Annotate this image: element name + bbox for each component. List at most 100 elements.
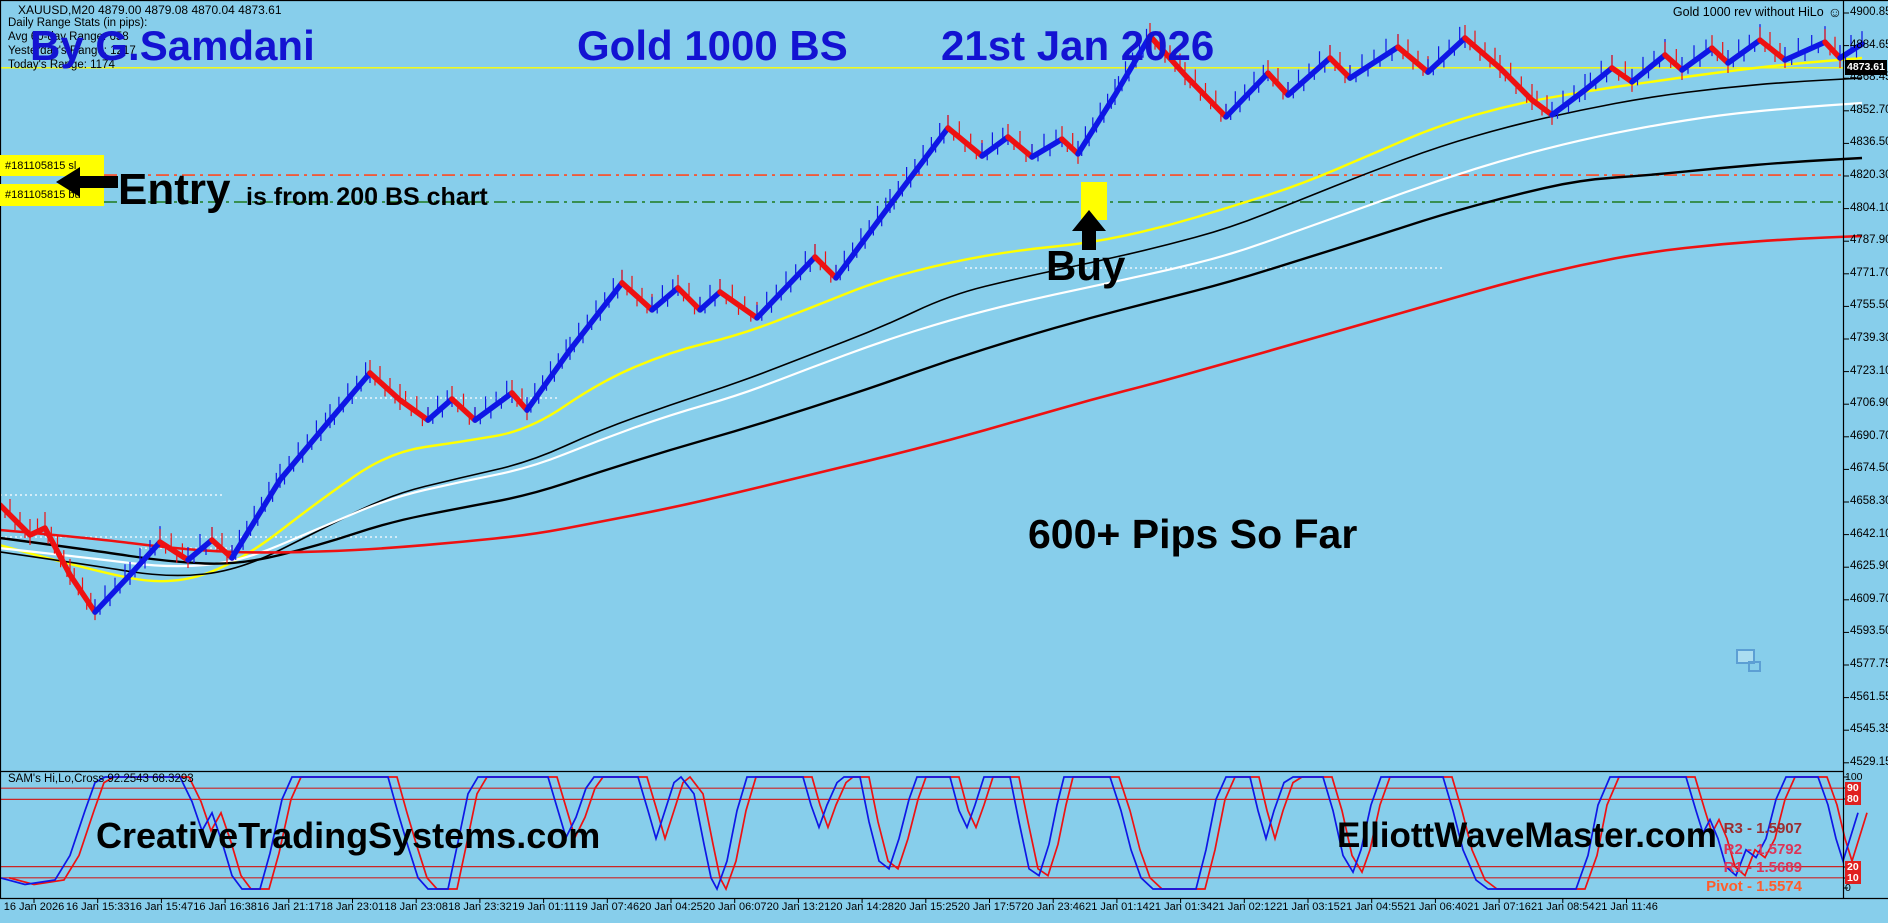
price-trend	[1425, 35, 1468, 75]
price-trend	[1075, 33, 1153, 157]
price-trend	[1147, 33, 1229, 120]
time-tick-label: 21 Jan 08:54	[1530, 901, 1595, 913]
price-trend	[472, 390, 515, 423]
time-tick-label: 16 Jan 15:33	[65, 901, 130, 913]
price-wicks	[1464, 25, 1553, 125]
chart-shift-icon-small[interactable]	[1748, 661, 1761, 672]
price-trend	[754, 254, 818, 321]
price-tick-label: 4658.30	[1850, 495, 1888, 507]
price-wicks	[451, 386, 476, 425]
price-trend	[1029, 136, 1065, 160]
price-wicks	[1611, 55, 1633, 92]
price-tick-label: 4884.65	[1850, 38, 1888, 51]
time-tick-label: 18 Jan 23:32	[448, 901, 512, 913]
price-wicks	[211, 527, 233, 564]
left-arrow-icon	[56, 167, 118, 197]
author-title: By G.Samdani	[30, 22, 315, 69]
stats-line: Today's Range: 1174	[8, 59, 115, 71]
price-tick-label: 4755.50	[1850, 299, 1888, 312]
time-tick-label: 20 Jan 15:25	[893, 901, 958, 913]
price-trend	[697, 289, 723, 313]
indicator-name-label: SAM's Hi,Lo,Cross 92.2543 68.3293	[8, 773, 194, 785]
watermark-left: CreativeTradingSystems.com	[96, 815, 601, 856]
price-wicks	[1664, 42, 1683, 80]
price-tick-label: 4820.30	[1850, 169, 1888, 181]
time-tick-label: 16 Jan 16:38	[193, 901, 257, 913]
time-tick-label: 21 Jan 01:34	[1148, 901, 1213, 913]
price-trend	[425, 396, 455, 423]
price-tick-label: 4690.70	[1850, 429, 1888, 442]
ea-badge: Gold 1000 rev without HiLo ☺	[1673, 5, 1842, 19]
price-tick-label: 4625.90	[1850, 560, 1888, 573]
price-trend	[979, 134, 1011, 159]
price-wicks	[1759, 27, 1786, 68]
indicator-scale-label: 90	[1845, 782, 1861, 794]
ma-black-slow	[0, 156, 1863, 565]
indicator-scale-label: 80	[1845, 793, 1861, 805]
oscillator-red-line	[8, 775, 1868, 892]
ea-name-label: Gold 1000 rev without HiLo	[1672, 5, 1824, 19]
price-trend	[1347, 44, 1401, 81]
time-tick-label: 21 Jan 01:14	[1085, 901, 1149, 913]
pivot-label: R1 - 1.5689	[1723, 859, 1802, 876]
time-tick-label: 20 Jan 04:25	[639, 901, 703, 913]
chart-shift-icon[interactable]	[1736, 649, 1755, 664]
price-wicks	[427, 390, 453, 424]
price-trend	[449, 396, 478, 423]
price-trend	[1725, 37, 1763, 66]
oscillator-blue-line	[0, 775, 1859, 892]
ma-red-slow	[0, 234, 1863, 554]
price-wicks	[947, 115, 983, 160]
smiley-icon: ☺	[1827, 4, 1842, 20]
price-wicks	[1711, 35, 1729, 73]
buy-annotation: Buy	[1046, 242, 1126, 289]
buy-signal-marker	[1081, 182, 1107, 220]
price-wicks	[1397, 34, 1429, 76]
time-tick-label: 21 Jan 07:16	[1467, 901, 1531, 913]
price-trend	[1662, 52, 1685, 73]
entry-annotation: Entry	[118, 165, 231, 214]
price-trend	[1223, 70, 1271, 120]
pivot-label: R2 - 1.5792	[1723, 841, 1802, 858]
price-trend	[209, 537, 235, 561]
time-tick-label: 20 Jan 17:57	[957, 901, 1022, 913]
price-wicks	[1427, 26, 1466, 76]
price-wicks	[1681, 39, 1713, 74]
price-trend	[0, 502, 98, 615]
time-tick-label: 20 Jan 13:21	[766, 901, 831, 913]
pivot-label: Pivot - 1.5574	[1706, 878, 1802, 895]
order-sl-text: #181105815 sl	[5, 159, 77, 172]
price-trend	[229, 370, 373, 561]
time-tick-label: 16 Jan 15:47	[129, 901, 194, 913]
price-tick-label: 4804.10	[1850, 201, 1888, 214]
price-tick-label: 4706.90	[1850, 397, 1888, 410]
price-wicks	[1031, 129, 1063, 162]
system-title: Gold 1000 BS	[577, 22, 848, 69]
price-trend	[1679, 45, 1715, 73]
pips-annotation: 600+ Pips So Far	[1028, 511, 1358, 557]
price-tick-label: 4900.85	[1850, 6, 1888, 18]
price-trend	[1757, 37, 1788, 63]
time-tick-label: 16 Jan 2026	[3, 901, 65, 913]
price-wicks	[621, 269, 653, 314]
indicator-scale-label: 100	[1845, 771, 1863, 783]
entry-annotation-detail: is from 200 BS chart	[246, 183, 488, 211]
time-tick-label: 18 Jan 23:01	[320, 901, 385, 913]
price-wicks	[1839, 31, 1863, 63]
price-wicks	[1329, 45, 1351, 84]
stats-line: Yesterday's Range: 1217	[8, 45, 136, 57]
watermark-right: ElliottWaveMaster.com	[1337, 816, 1717, 855]
price-wicks	[699, 279, 721, 314]
price-wicks	[651, 279, 679, 314]
ma-white	[0, 101, 1863, 568]
price-trend	[1709, 45, 1731, 66]
time-tick-label: 21 Jan 04:55	[1339, 901, 1404, 913]
time-tick-label: 21 Jan 03:15	[1276, 901, 1340, 913]
price-trend	[1005, 134, 1035, 160]
price-tick-label: 4529.15	[1850, 755, 1888, 768]
price-tick-label: 4852.70	[1850, 103, 1888, 116]
price-wicks	[1061, 126, 1079, 164]
price-wicks	[1551, 55, 1613, 119]
